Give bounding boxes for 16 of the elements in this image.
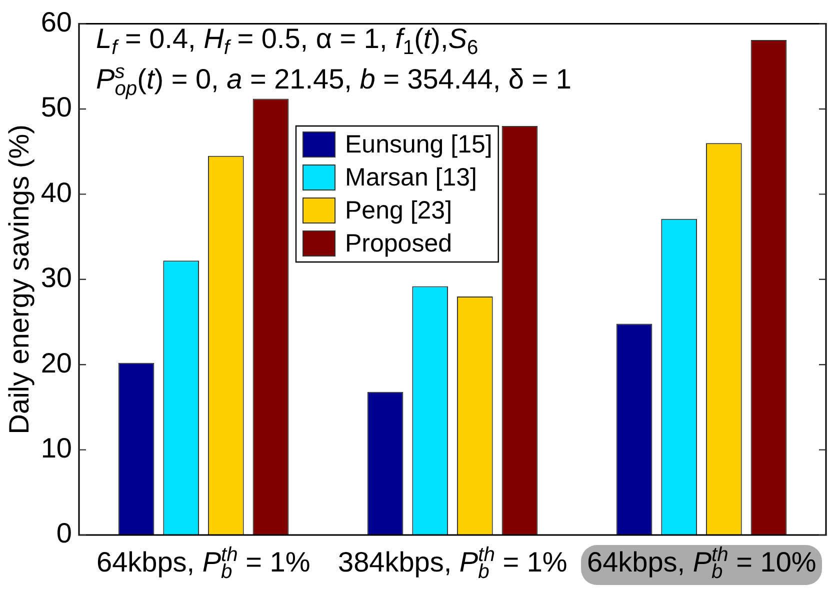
- y-tick-label: 50: [40, 92, 72, 123]
- x-tick-label: 384kbps, P$_{b}$$^{th}$ = 1%: [338, 544, 568, 584]
- y-tick-label: 20: [40, 347, 72, 378]
- y-tick-label: 40: [40, 176, 72, 208]
- y-tick-label: 10: [40, 432, 72, 464]
- x-tick-label: 64kbps, P$_{b}$$^{th}$ = 1%: [96, 544, 310, 584]
- y-tick-label: 0: [56, 518, 72, 549]
- legend-label: Proposed: [345, 229, 452, 258]
- text: P$^{s}$$_{op}$(t) = 0, a = 21.45, b = 354.44, δ = 1: [96, 61, 572, 100]
- legend-label: Marsan [13]: [345, 163, 478, 192]
- text: L$_{f}$ = 0.4, H$_{f}$ = 0.5, α = 1, f$_{1}$(t),S$_{6}$: [96, 23, 478, 60]
- legend-label: Peng [23]: [345, 196, 452, 224]
- legend-label: Eunsung [15]: [345, 130, 492, 158]
- y-axis-title: Daily energy savings (%): [4, 124, 35, 434]
- y-tick-label: 60: [40, 6, 72, 38]
- y-tick-label: 30: [40, 262, 72, 294]
